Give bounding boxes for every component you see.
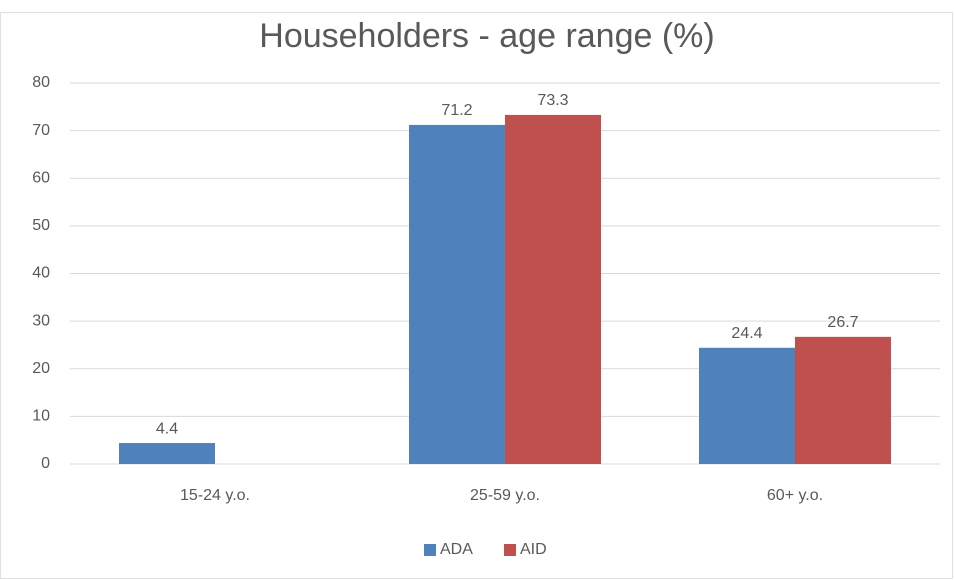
y-tick-label: 50 xyxy=(32,217,50,234)
legend-swatch xyxy=(504,544,516,556)
y-tick-label: 80 xyxy=(32,74,50,91)
x-tick-label: 25-59 y.o. xyxy=(470,487,540,504)
bar xyxy=(119,443,215,464)
data-label: 24.4 xyxy=(731,325,762,342)
y-tick-label: 30 xyxy=(32,312,50,329)
bar xyxy=(409,124,505,464)
bar xyxy=(795,336,891,464)
y-tick-label: 0 xyxy=(41,455,50,472)
y-tick-label: 70 xyxy=(32,122,50,139)
bar xyxy=(505,114,601,464)
data-label: 73.3 xyxy=(537,92,568,109)
legend-label: AID xyxy=(520,541,547,558)
x-tick-label: 15-24 y.o. xyxy=(180,487,250,504)
data-label: 4.4 xyxy=(156,420,178,437)
data-label: 71.2 xyxy=(441,102,472,119)
x-tick-label: 60+ y.o. xyxy=(767,487,823,504)
bar xyxy=(699,347,795,464)
legend-label: ADA xyxy=(440,541,473,558)
y-tick-label: 40 xyxy=(32,265,50,282)
y-tick-label: 10 xyxy=(32,408,50,425)
y-tick-label: 60 xyxy=(32,169,50,186)
chart-title: Householders - age range (%) xyxy=(259,17,714,55)
data-label: 26.7 xyxy=(827,314,858,331)
y-tick-label: 20 xyxy=(32,360,50,377)
legend-swatch xyxy=(424,544,436,556)
